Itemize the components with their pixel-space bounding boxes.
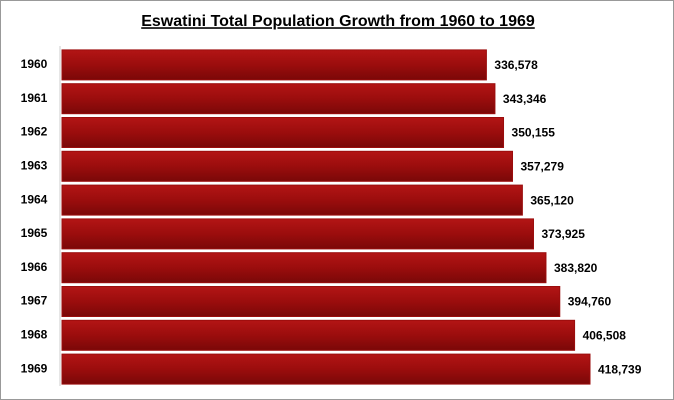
data-label: 373,925 (541, 227, 585, 241)
y-tick-label: 1966 (21, 260, 48, 274)
data-label: 343,346 (503, 92, 547, 106)
y-tick-label: 1969 (21, 361, 48, 375)
bar (61, 252, 547, 284)
bar (61, 218, 534, 250)
data-label: 383,820 (554, 261, 598, 275)
y-tick-label: 1964 (21, 192, 48, 206)
chart-title: Eswatini Total Population Growth from 19… (141, 13, 535, 30)
y-tick-label: 1960 (21, 57, 48, 71)
bar (61, 319, 576, 351)
bar (61, 83, 496, 115)
bar (61, 49, 487, 81)
bar (61, 184, 523, 216)
data-label: 350,155 (512, 126, 556, 140)
bar (61, 150, 514, 182)
data-label: 394,760 (568, 295, 612, 309)
y-tick-label: 1962 (21, 125, 48, 139)
data-label: 365,120 (530, 193, 574, 207)
y-tick-label: 1963 (21, 158, 48, 172)
data-label: 357,279 (521, 159, 565, 173)
y-tick-label: 1965 (21, 226, 48, 240)
bar (61, 286, 561, 317)
y-tick-label: 1968 (21, 327, 48, 341)
bar (61, 117, 505, 148)
data-label: 336,578 (494, 58, 538, 72)
y-tick-label: 1961 (21, 91, 48, 105)
data-label: 418,739 (598, 362, 642, 376)
data-label: 406,508 (583, 328, 627, 342)
y-tick-label: 1967 (21, 294, 48, 308)
bar (61, 353, 591, 385)
